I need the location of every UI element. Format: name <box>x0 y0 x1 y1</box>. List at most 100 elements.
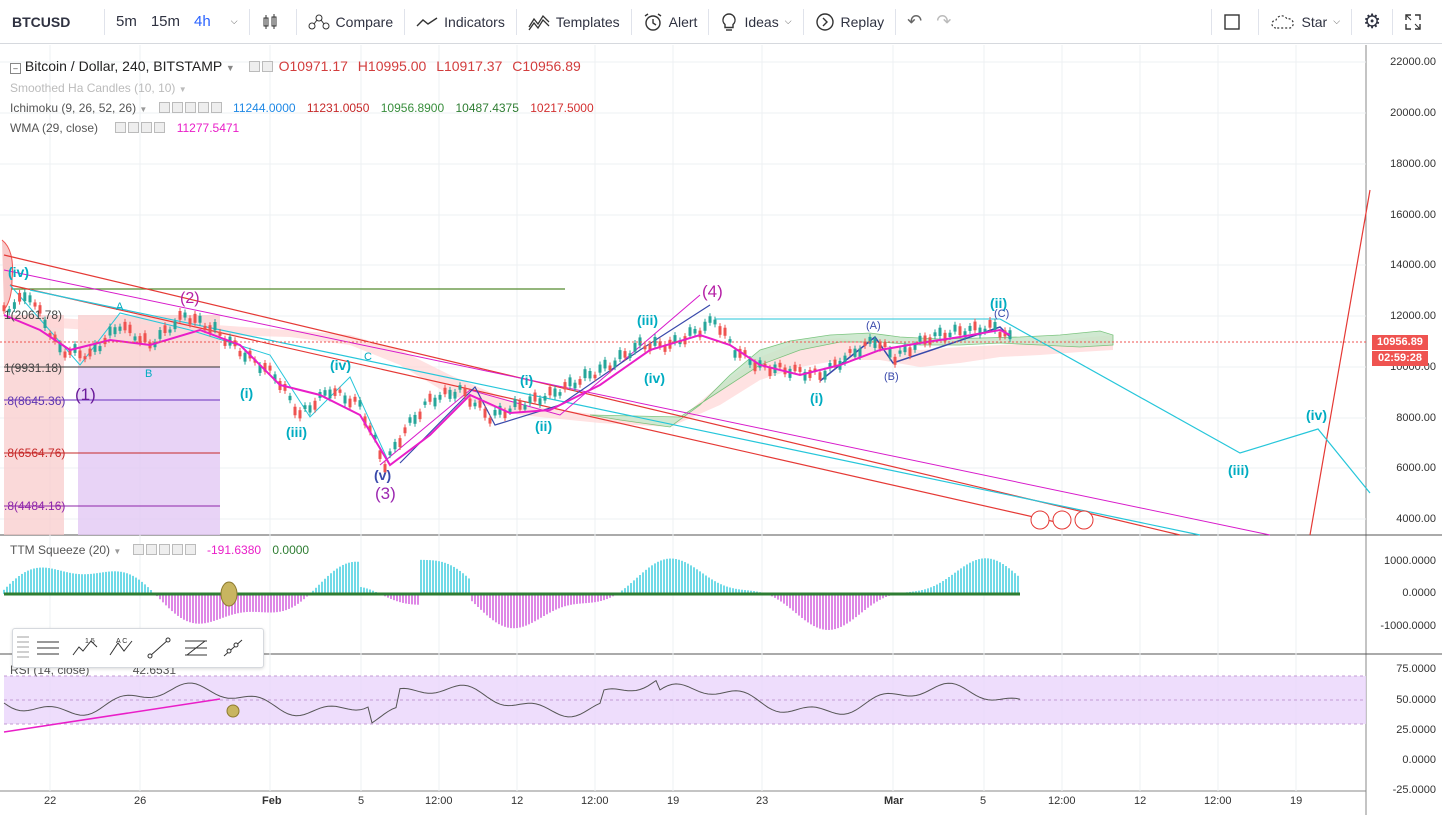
time-tick: 12:00 <box>425 795 453 807</box>
chevron-down-icon[interactable]: ▼ <box>178 85 187 94</box>
chevron-down-icon[interactable]: ▼ <box>139 105 148 114</box>
eye-icon[interactable] <box>158 102 170 113</box>
wave-teal-i-2: (i) <box>810 390 823 406</box>
more-icon[interactable] <box>171 544 183 555</box>
gear-icon[interactable] <box>145 544 157 555</box>
close-icon[interactable] <box>210 102 222 113</box>
interval-5m[interactable]: 5m <box>116 13 137 30</box>
ichimoku-legend[interactable]: Ichimoku (9, 26, 52, 26) ▼ 11244.0000 11… <box>10 101 594 115</box>
trend-line-icon <box>147 637 170 659</box>
wave-teal-v: (v) <box>374 467 391 483</box>
smoothed-legend[interactable]: Smoothed Ha Candles (10, 10) ▼ <box>10 81 187 95</box>
wave-teal-iii-1: (iii) <box>286 424 307 440</box>
wave-letter-a: A <box>116 301 124 313</box>
eye-icon[interactable] <box>132 544 144 555</box>
interval-15m[interactable]: 15m <box>150 13 181 30</box>
drag-handle[interactable] <box>17 636 29 660</box>
close-icon[interactable] <box>184 544 196 555</box>
time-tick: 22 <box>44 795 57 807</box>
wave-teal-iv-1: (iv) <box>8 264 29 280</box>
wma-legend[interactable]: WMA (29, close) 11277.5471 <box>10 121 239 135</box>
chevron-up-icon[interactable]: – <box>10 63 21 74</box>
ideas-button[interactable]: Ideas ⌵ <box>713 0 798 44</box>
replay-button[interactable]: Replay <box>808 0 892 44</box>
chevron-down-icon[interactable]: ▼ <box>113 547 122 556</box>
wave-teal-iv-4: (iv) <box>1306 407 1327 423</box>
wave-letter-pa: (A) <box>866 320 881 332</box>
star-button[interactable]: Star ⌵ <box>1263 0 1348 44</box>
templates-icon <box>528 14 550 30</box>
wave-teal-ii-2: (ii) <box>990 295 1007 311</box>
wave-letter-c: C <box>364 351 372 363</box>
last-price-badge: 10956.89 <box>1372 335 1428 350</box>
undo-button[interactable]: ↶ <box>900 0 929 44</box>
elliott-correction-tool[interactable]: A C <box>103 629 140 667</box>
divider <box>1210 8 1212 35</box>
ttm-legend[interactable]: TTM Squeeze (20) ▼ -191.6380 0.0000 <box>10 543 309 557</box>
svg-text:A C: A C <box>116 638 127 645</box>
eye-icon[interactable] <box>248 61 260 72</box>
gear-icon[interactable] <box>261 61 273 72</box>
wave-purple-2: (2) <box>180 290 200 307</box>
main-legend[interactable]: – Bitcoin / Dollar, 240, BITSTAMP ▼ O109… <box>10 58 581 74</box>
eye-icon[interactable] <box>115 122 127 133</box>
time-tick: 5 <box>358 795 365 807</box>
fullscreen-button[interactable] <box>1397 0 1442 44</box>
wave-letter-pc: (C) <box>994 308 1009 320</box>
candles-icon <box>263 13 277 29</box>
time-axis[interactable]: 22 26 Feb 5 12:00 12 12:00 19 23 Mar 5 1… <box>0 795 1366 815</box>
chart-type-button[interactable] <box>254 0 292 44</box>
ray-tool[interactable] <box>214 629 251 667</box>
star-label: Star <box>1301 13 1328 30</box>
more-icon[interactable] <box>197 102 209 113</box>
symbol-search[interactable]: BTCUSD <box>12 13 71 30</box>
horizontal-lines-tool[interactable] <box>29 629 66 667</box>
price-tick: 20000.00 <box>1390 107 1436 119</box>
wave-teal-iii-3: (iii) <box>1228 462 1249 478</box>
lightbulb-icon <box>722 12 737 31</box>
source-icon[interactable] <box>158 544 170 555</box>
more-icon[interactable] <box>141 122 153 133</box>
redo-button[interactable]: ↷ <box>929 0 958 44</box>
indicators-icon <box>416 16 438 26</box>
wave-labels-layer: (2) (1) (3) (4) (iv) (iii) (iv) (v) (i) … <box>4 264 1327 513</box>
divider <box>1392 8 1393 35</box>
alarm-clock-icon <box>644 12 662 31</box>
elliott-impulse-tool[interactable]: 1 5 <box>66 629 103 667</box>
divider <box>802 8 804 35</box>
wave-letter-pb: (B) <box>884 371 899 383</box>
gear-icon[interactable] <box>128 122 140 133</box>
divider <box>630 8 632 35</box>
ichimoku-title: Ichimoku (9, 26, 52, 26) <box>10 101 137 115</box>
chevron-down-icon: ⌵ <box>230 16 238 26</box>
close-icon[interactable] <box>154 122 166 133</box>
time-tick: 12 <box>1134 795 1147 807</box>
settings-button[interactable]: ⚙ <box>1356 0 1388 44</box>
gear-icon[interactable] <box>171 102 183 113</box>
price-chart-canvas[interactable] <box>0 45 1442 815</box>
trend-line-tool[interactable] <box>140 629 177 667</box>
divider <box>1257 8 1259 35</box>
fib-label-5: .8(4484.16) <box>4 499 65 513</box>
source-icon[interactable] <box>184 102 196 113</box>
wave-teal-ii-1: (ii) <box>535 418 552 434</box>
fib-label-1: 1(2061.78) <box>4 308 62 322</box>
drawing-toolbar[interactable]: 1 5 A C <box>12 628 264 668</box>
time-tick: 23 <box>756 795 769 807</box>
interval-dropdown[interactable]: ⌵ <box>218 0 245 44</box>
chart-area[interactable]: (2) (1) (3) (4) (iv) (iii) (iv) (v) (i) … <box>0 45 1442 815</box>
oscillator-panes[interactable] <box>0 535 1366 791</box>
alert-button[interactable]: Alert <box>636 0 705 44</box>
time-tick: 12 <box>511 795 524 807</box>
templates-button[interactable]: Templates <box>521 0 627 44</box>
indicators-button[interactable]: Indicators <box>409 0 512 44</box>
interval-4h[interactable]: 4h <box>194 13 211 30</box>
fib-retracement-tool[interactable] <box>177 629 214 667</box>
ttm-tick: 1000.0000 <box>1384 555 1436 567</box>
wave-purple-3: (3) <box>375 484 396 503</box>
wave-teal-i-1: (i) <box>520 372 533 388</box>
chevron-down-icon: ⌵ <box>784 16 792 26</box>
fullscreen-layout-button[interactable] <box>1216 0 1254 44</box>
chevron-down-icon[interactable]: ▼ <box>225 63 235 73</box>
compare-button[interactable]: Compare <box>301 0 401 44</box>
